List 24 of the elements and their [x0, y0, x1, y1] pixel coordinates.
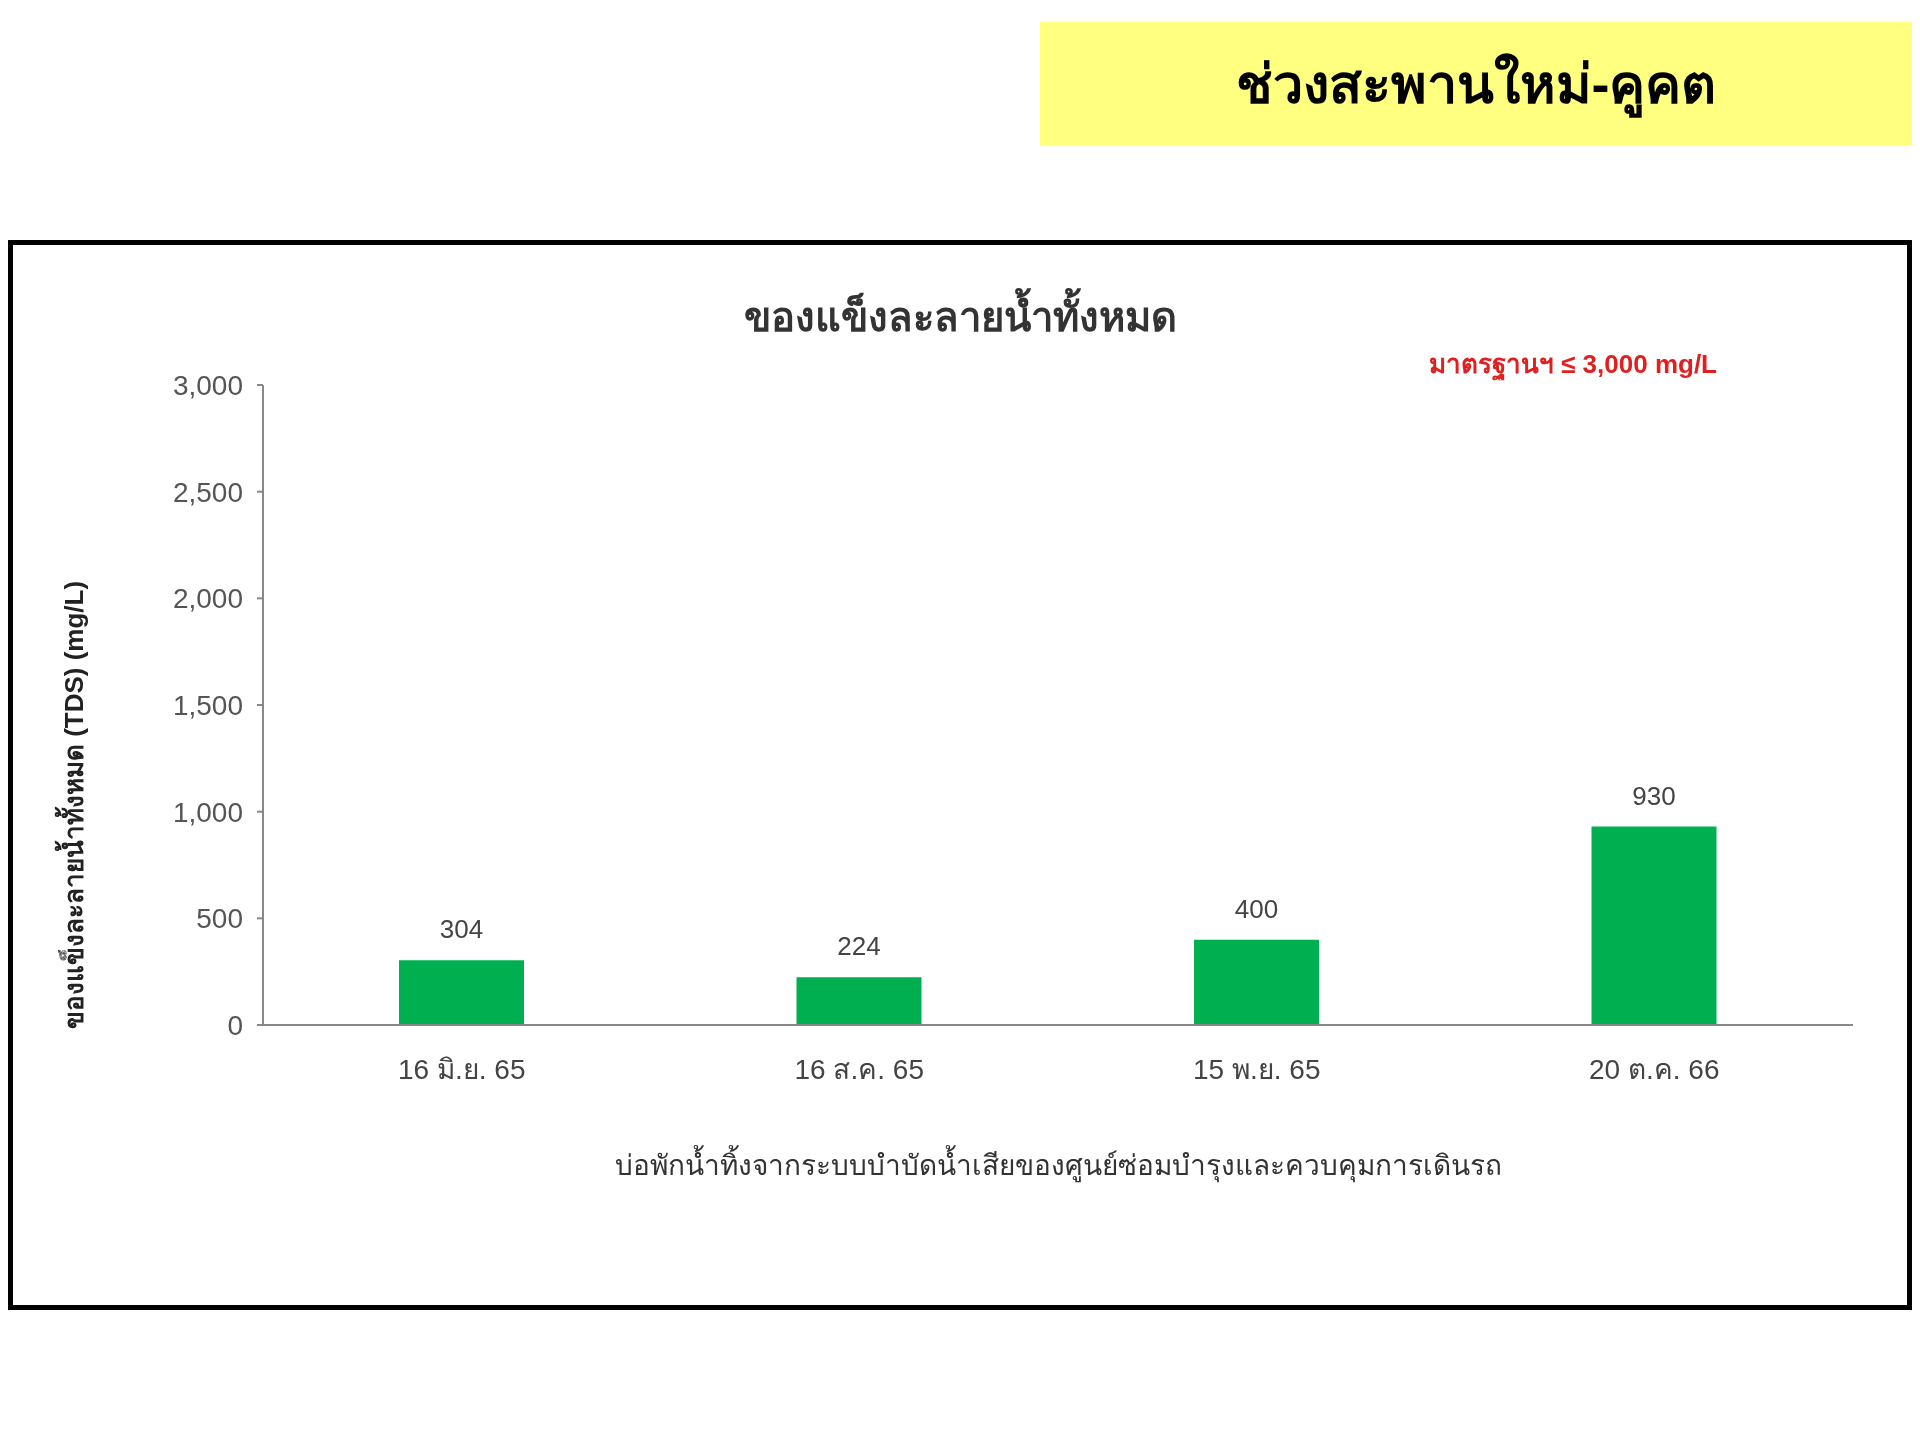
x-tick-label: 15 พ.ย. 65 — [1193, 1053, 1321, 1085]
x-tick-label: 20 ต.ค. 66 — [1589, 1053, 1720, 1085]
y-axis-title: ของแข็งละลายน้ำทั้งหมด (TDS) (mg/L) — [53, 580, 90, 1030]
bar — [796, 977, 922, 1025]
y-tick-label: 2,500 — [172, 476, 243, 508]
data-label: 224 — [837, 931, 881, 962]
chart-title: ช่วงสะพานใหม่-คูคต — [1040, 22, 1912, 146]
bar — [399, 960, 524, 1025]
y-tick-label: 1,000 — [172, 796, 243, 828]
data-label: 930 — [1632, 780, 1676, 811]
data-label: 400 — [1234, 893, 1279, 924]
chart-subtitle: ของแข็งละลายน้ำทั้งหมด — [742, 287, 1178, 341]
y-tick-label: 3,000 — [172, 369, 243, 401]
y-tick-label: 1,500 — [172, 689, 243, 721]
bar — [1194, 939, 1319, 1025]
text: มาตรฐานฯ ≤ 3,000 mg/L — [1428, 348, 1717, 383]
x-axis-title: บ่อพักน้ำทิ้งจากระบบบำบัดน้ำเสียของศูนย์ซ่อมบำรุงและควบคุมการเดินรถ — [614, 1145, 1502, 1183]
bar — [1591, 826, 1717, 1025]
data-label: 304 — [439, 914, 484, 945]
y-tick-label: 2,000 — [172, 583, 243, 615]
y-tick-label: 0 — [227, 1009, 243, 1041]
x-tick-label: 16 ส.ค. 65 — [794, 1053, 924, 1085]
y-tick-label: 500 — [196, 903, 243, 935]
x-tick-label: 16 มิ.ย. 65 — [398, 1053, 526, 1085]
